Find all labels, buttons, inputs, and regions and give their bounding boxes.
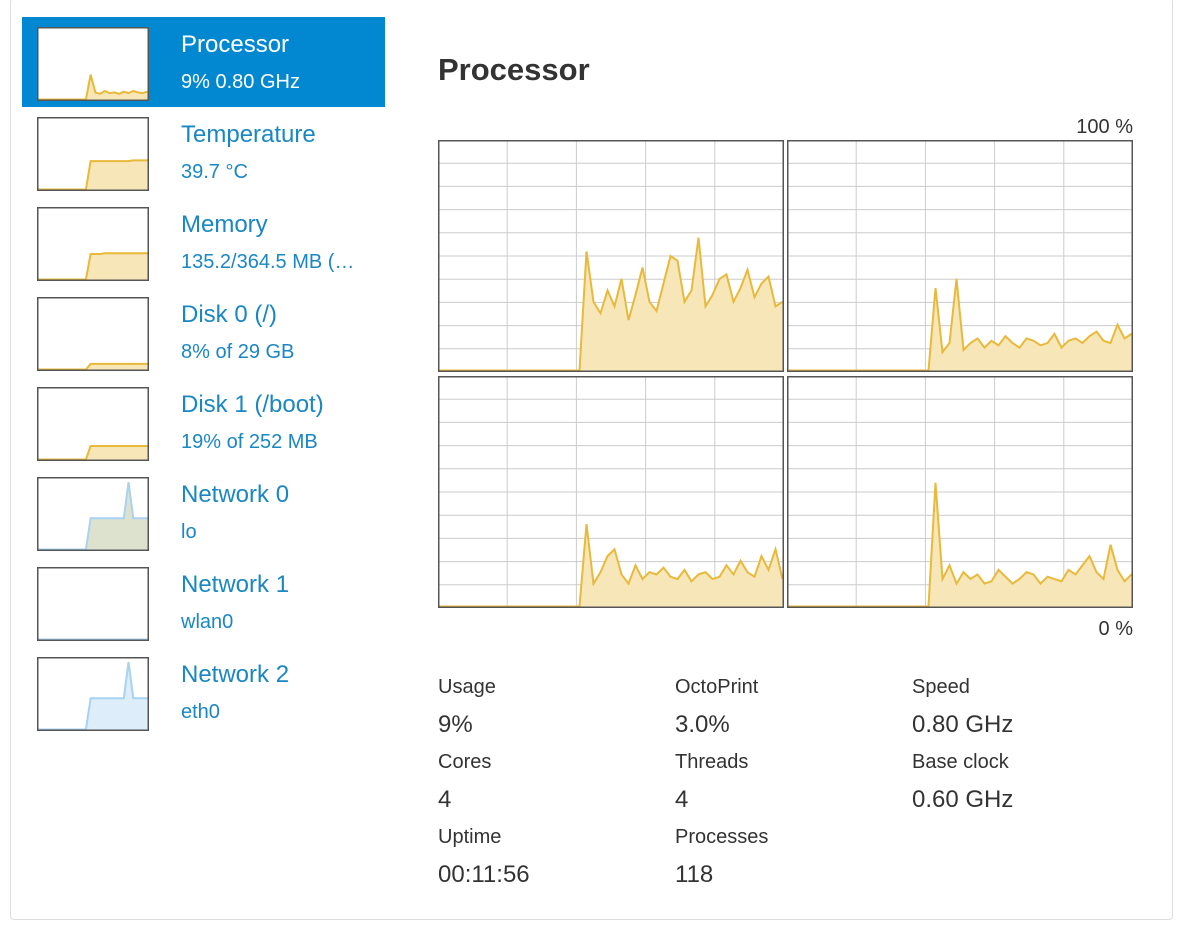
stat-value: 00:11:56	[438, 861, 530, 888]
sidebar-item[interactable]: Temperature 39.7 °C	[22, 107, 385, 197]
graph	[37, 387, 149, 461]
sidebar-item[interactable]: Processor 9% 0.80 GHz	[22, 17, 385, 107]
item-detail: 19% of 252 MB	[181, 431, 318, 453]
graph	[37, 117, 149, 191]
graph-border	[438, 140, 784, 372]
stat-value: 0.60 GHz	[912, 786, 1014, 813]
sidebar-item[interactable]: Disk 0 (/) 8% of 29 GB	[22, 287, 385, 377]
graph-border	[37, 657, 149, 731]
graph	[37, 477, 149, 551]
item-detail: 135.2/364.5 MB (…	[181, 251, 355, 273]
graph-border	[37, 117, 149, 191]
stat-label: Speed	[912, 676, 970, 698]
graph	[37, 657, 149, 731]
item-name: Disk 0 (/)	[181, 301, 277, 328]
graph	[438, 376, 784, 608]
area-fill	[38, 446, 148, 460]
stat-value: 4	[438, 786, 452, 813]
graph	[37, 207, 149, 281]
item-name: Memory	[181, 211, 268, 238]
item-detail: eth0	[181, 701, 220, 723]
area-fill	[439, 237, 783, 371]
item-detail: wlan0	[181, 611, 234, 633]
graph-border	[37, 207, 149, 281]
item-name: Disk 1 (/boot)	[181, 391, 324, 418]
graph-border	[37, 27, 149, 101]
graph-border	[787, 140, 1133, 372]
area-fill	[439, 524, 783, 607]
area-fill	[38, 482, 148, 550]
stat-label: Processes	[675, 826, 769, 848]
graph-border	[37, 387, 149, 461]
area-fill	[38, 160, 148, 190]
item-name: Network 1	[181, 571, 290, 598]
stat-label: Usage	[438, 676, 496, 698]
area-fill	[38, 253, 148, 280]
item-name: Processor	[181, 31, 290, 58]
area-fill	[788, 482, 1132, 607]
area-fill	[38, 363, 148, 370]
sidebar-item[interactable]: Network 2 eth0	[22, 647, 385, 737]
min-label: 0 %	[1098, 618, 1133, 640]
graph-border	[787, 376, 1133, 608]
stat-label: Threads	[675, 751, 749, 773]
graph-border	[37, 297, 149, 371]
graph-bg	[37, 567, 149, 641]
stat-label: Cores	[438, 751, 492, 773]
item-name: Network 2	[181, 661, 290, 688]
graph-bg	[37, 297, 149, 371]
stat-value: 118	[675, 861, 714, 888]
stat-label: Base clock	[912, 751, 1009, 773]
stat-value: 3.0%	[675, 711, 730, 738]
graph-border	[438, 376, 784, 608]
stat-label: OctoPrint	[675, 676, 759, 698]
panel-title: Processor	[438, 52, 590, 87]
graph-border	[37, 477, 149, 551]
item-name: Temperature	[181, 121, 316, 148]
graph	[438, 140, 784, 372]
max-label: 100 %	[1076, 116, 1133, 138]
graph	[787, 140, 1133, 372]
graph-border	[37, 567, 149, 641]
graph	[37, 567, 149, 641]
item-detail: 9% 0.80 GHz	[181, 71, 300, 93]
graph	[787, 376, 1133, 608]
item-detail: lo	[181, 521, 197, 543]
sidebar-item[interactable]: Network 1 wlan0	[22, 557, 385, 647]
stat-label: Uptime	[438, 826, 502, 848]
stat-value: 4	[675, 786, 689, 813]
item-name: Network 0	[181, 481, 290, 508]
graph	[37, 297, 149, 371]
sidebar-item[interactable]: Disk 1 (/boot) 19% of 252 MB	[22, 377, 385, 467]
stat-value: 0.80 GHz	[912, 711, 1014, 738]
panel-frame	[10, 0, 1173, 920]
area-fill	[38, 662, 148, 730]
graph	[37, 27, 149, 101]
area-fill	[788, 278, 1132, 371]
sidebar-item[interactable]: Network 0 lo	[22, 467, 385, 557]
stat-value: 9%	[438, 711, 473, 738]
sidebar-item[interactable]: Memory 135.2/364.5 MB (…	[22, 197, 385, 287]
item-detail: 8% of 29 GB	[181, 341, 295, 363]
item-detail: 39.7 °C	[181, 161, 248, 183]
